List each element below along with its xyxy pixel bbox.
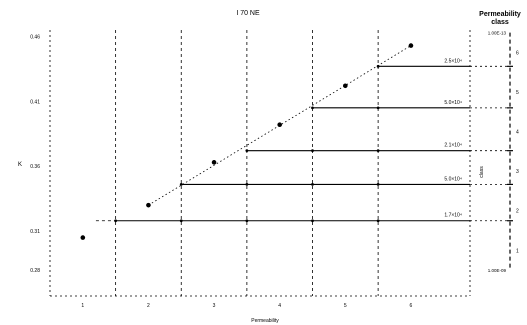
level-node [179,183,183,186]
right-scale-label: 2 [516,209,519,215]
level-node [311,219,314,223]
level-node [311,106,314,110]
level-node [376,106,380,110]
right-scale-label: 4 [516,130,519,136]
level-label: 5.0×10⁴ [444,176,462,182]
trend-line [148,45,412,206]
level-node [245,219,249,223]
right-scale-label: 5 [516,90,519,96]
x-tick-label: 5 [344,303,347,309]
y-tick-label: 0.28 [30,268,40,274]
y-tick-label: 0.41 [30,99,40,105]
y-tick-label: 0.31 [30,229,40,235]
data-point [277,122,282,128]
trend-line-segment [148,45,412,206]
level-node [245,183,249,186]
chart-title: I 70 NE [236,10,260,17]
right-axis-label: class [479,166,485,178]
level-node [311,149,314,153]
x-tick-label: 2 [147,303,150,309]
right-title-line1: Permeability [479,11,521,18]
right-scale-label: 6 [516,50,519,56]
data-point [343,83,348,89]
level-node [245,149,249,153]
y-axis-label: K [18,162,22,168]
right-tick-label: 1.00E-09 [488,268,507,273]
level-label: 2.5×10⁴ [444,58,462,64]
x-axis-label: Permeability [251,318,279,324]
right-scale-label: 1 [516,248,519,254]
level-label: 2.1×10⁴ [444,143,462,149]
grid [115,30,379,296]
x-tick-label: 4 [278,303,281,309]
x-tick-label: 1 [81,303,84,309]
level-lines [95,64,513,223]
axes [49,30,511,297]
data-point [408,43,414,48]
data-point [211,160,217,165]
data-point [146,202,151,208]
level-label: 5.0×10⁴ [444,100,462,106]
level-node [179,219,183,223]
y-tick-label: 0.36 [30,164,40,170]
level-label: 1.7×10⁴ [444,213,462,219]
level-node [311,183,314,186]
right-tick-label: 1.00E-13 [488,31,507,36]
level-node [376,149,380,153]
data-points [80,43,414,240]
x-tick-label: 3 [213,303,216,309]
x-tick-label: 6 [410,303,413,309]
level-node [376,183,380,186]
right-title-line2: class [491,19,509,26]
right-scale-label: 3 [516,169,519,175]
labels: 1.7×10⁴ 5.0×10⁴ 2.1×10⁴ 5.0×10⁴ 2.5×10⁴ 1 2 3 4 5… [30,31,519,309]
level-node [376,219,380,223]
data-point [80,235,86,240]
y-tick-label: 0.46 [30,34,40,40]
